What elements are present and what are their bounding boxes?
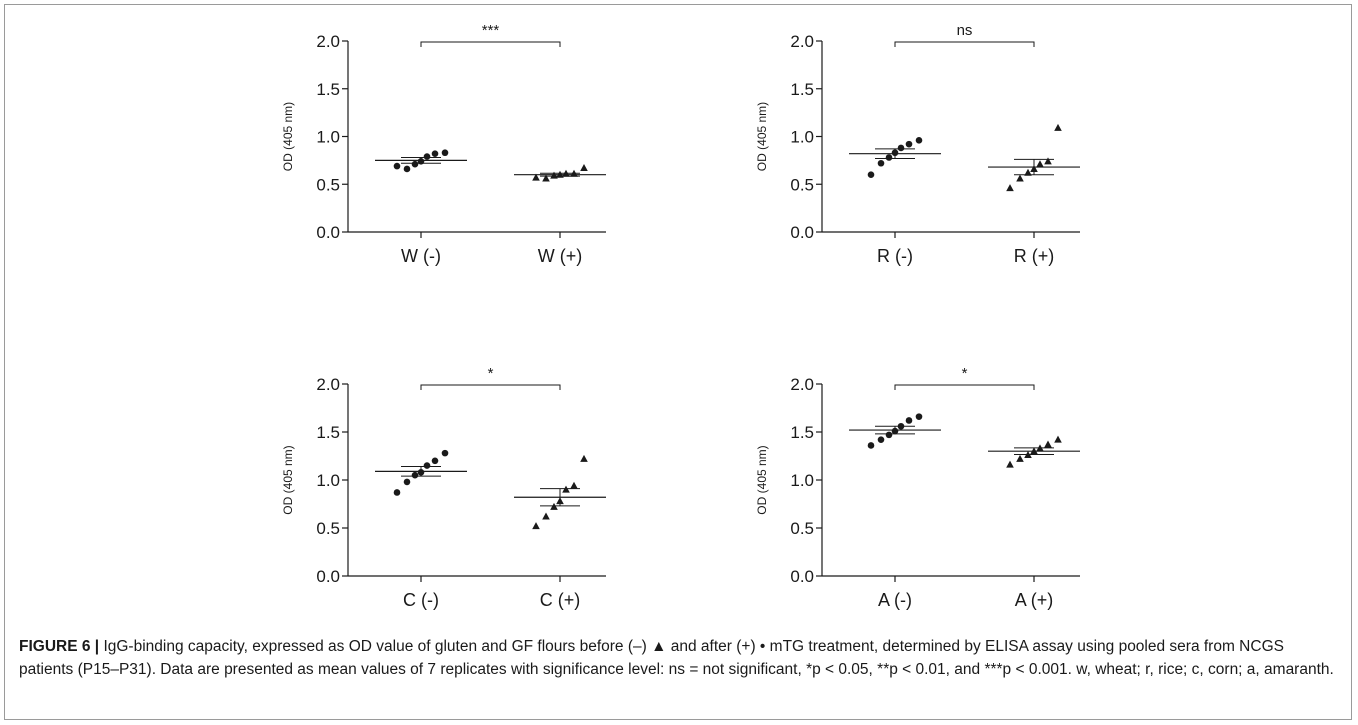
y-tick-label: 1.0	[790, 128, 814, 147]
significance-label: *	[488, 365, 494, 382]
y-tick-label: 2.0	[316, 375, 340, 394]
data-point-triangle	[542, 512, 550, 520]
y-tick-label: 1.0	[790, 471, 814, 490]
figure-frame	[4, 4, 1352, 720]
data-point-circle	[441, 449, 449, 457]
significance-label: *	[962, 365, 968, 382]
y-tick-label: 2.0	[790, 375, 814, 394]
data-point-triangle	[1044, 157, 1052, 165]
data-point-triangle	[570, 481, 578, 489]
data-point-circle	[393, 489, 401, 496]
data-point-circle	[393, 162, 401, 170]
data-point-triangle	[580, 164, 588, 172]
significance-label: ns	[957, 22, 973, 39]
data-point-triangle	[1054, 435, 1062, 443]
y-tick-label: 1.5	[316, 80, 340, 99]
data-point-triangle	[1054, 123, 1062, 131]
significance-bracket	[894, 384, 1035, 390]
y-tick-label: 0.5	[790, 175, 814, 194]
y-tick-label: 0.5	[316, 519, 340, 538]
data-point-circle	[441, 149, 449, 157]
y-tick-label: 0.5	[316, 175, 340, 194]
data-point-triangle	[532, 522, 540, 530]
y-axis-label: OD (405 nm)	[281, 445, 295, 514]
data-point-circle	[403, 478, 411, 486]
chart-panel-3: 0.0 0.5 1.0 1.5 2.0 OD (405 nm) C (-) C (+) *	[281, 365, 606, 610]
x-tick-label: W (+)	[538, 246, 583, 266]
data-point-circle	[897, 144, 905, 152]
caption-text: IgG-binding capacity, expressed as OD va…	[19, 638, 1334, 678]
significance-label: ***	[482, 22, 500, 39]
y-tick-label: 2.0	[316, 32, 340, 51]
y-axis-label: OD (405 nm)	[755, 445, 769, 514]
x-tick-label: C (+)	[540, 590, 581, 610]
data-point-circle	[431, 150, 439, 157]
significance-bracket	[420, 41, 561, 47]
data-point-circle	[915, 413, 923, 420]
data-point-triangle	[580, 454, 588, 462]
data-point-triangle	[1036, 160, 1044, 168]
chart-panel-4: 0.0 0.5 1.0 1.5 2.0 OD (405 nm) A (-) A (+) *	[755, 365, 1080, 610]
data-point-circle	[885, 154, 893, 161]
data-point-circle	[403, 165, 411, 173]
y-tick-label: 2.0	[790, 32, 814, 51]
y-axis-label: OD (405 nm)	[755, 102, 769, 171]
x-tick-label: A (-)	[878, 590, 912, 610]
figure-charts: 0.00.51.01.52.0OD (405 nm)W (-) W (+)***0…	[281, 22, 1080, 610]
data-point-triangle	[1016, 174, 1024, 182]
data-point-circle	[423, 153, 431, 160]
x-tick-label: R (+)	[1014, 246, 1055, 266]
y-tick-label: 0.0	[316, 223, 340, 242]
significance-bracket	[894, 41, 1035, 47]
data-point-circle	[411, 471, 419, 479]
data-point-circle	[877, 159, 885, 167]
significance-bracket	[420, 384, 561, 390]
data-point-triangle	[532, 173, 540, 181]
y-tick-label: 0.5	[790, 519, 814, 538]
figure-label: FIGURE 6 |	[19, 638, 100, 655]
data-point-triangle	[542, 174, 550, 182]
figure-caption: FIGURE 6 | IgG-binding capacity, express…	[19, 635, 1339, 681]
data-point-circle	[867, 442, 875, 449]
y-tick-label: 1.5	[316, 423, 340, 442]
data-point-circle	[867, 171, 875, 178]
y-tick-label: 0.0	[316, 567, 340, 586]
y-tick-label: 1.0	[316, 471, 340, 490]
chart-panel-2: 0.0 0.5 1.0 1.5 2.0 OD (405 nm) R (-) R (+) ns	[755, 22, 1080, 266]
data-point-circle	[411, 160, 419, 168]
data-point-circle	[915, 137, 923, 144]
data-point-triangle	[1016, 454, 1024, 462]
data-point-circle	[885, 431, 893, 439]
y-tick-label: 0.0	[790, 223, 814, 242]
data-point-circle	[431, 457, 439, 465]
y-tick-label: 1.5	[790, 423, 814, 442]
x-tick-label: R (-)	[877, 246, 913, 266]
x-tick-label: A (+)	[1015, 590, 1054, 610]
data-point-triangle	[1024, 168, 1032, 176]
data-point-triangle	[1044, 440, 1052, 448]
data-point-circle	[423, 462, 431, 469]
data-point-triangle	[1006, 184, 1014, 192]
data-point-circle	[877, 436, 885, 443]
y-axis-label: OD (405 nm)	[281, 102, 295, 171]
x-tick-label: C (-)	[403, 590, 439, 610]
x-tick-label: W (-)	[401, 246, 441, 266]
y-tick-label: 1.5	[790, 80, 814, 99]
y-tick-label: 1.0	[316, 128, 340, 147]
data-point-circle	[905, 417, 913, 424]
data-point-circle	[905, 140, 913, 148]
y-tick-label: 0.0	[790, 567, 814, 586]
data-point-triangle	[1006, 460, 1014, 468]
chart-panel-1: 0.0 0.5 1.0 1.5 2.0 OD (405 nm) W (-) W (+) ***	[281, 22, 606, 266]
